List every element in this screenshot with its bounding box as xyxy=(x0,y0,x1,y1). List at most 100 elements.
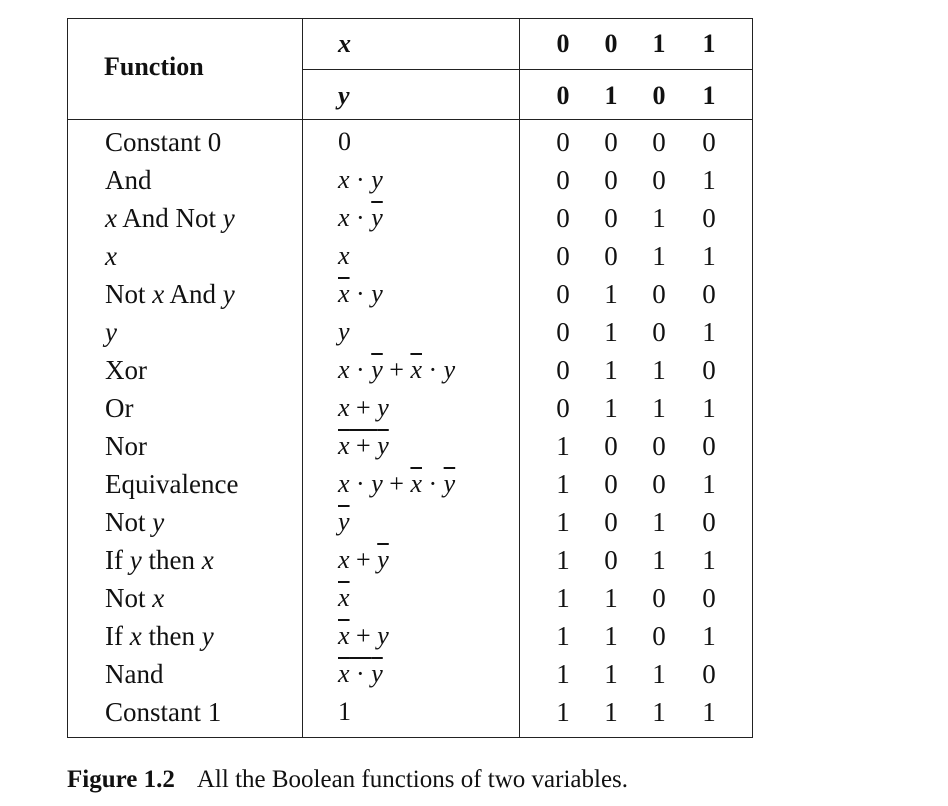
truth-value: 0 xyxy=(652,469,666,499)
truth-value: 1 xyxy=(702,393,716,423)
table-row: Not x And y x · y 0 1 0 0 xyxy=(68,275,754,313)
truth-value: 0 xyxy=(604,203,618,233)
function-formula: x + y xyxy=(338,393,389,422)
truth-value: 1 xyxy=(556,545,570,575)
function-header: Function xyxy=(104,52,204,81)
column-divider-function xyxy=(302,19,303,737)
table-row: And x · y 0 0 0 1 xyxy=(68,161,754,199)
function-name: y xyxy=(105,317,117,347)
table-row: Nor x + y 1 0 0 0 xyxy=(68,427,754,465)
x-value-3: 1 xyxy=(652,29,666,58)
truth-value: 0 xyxy=(604,469,618,499)
truth-value: 1 xyxy=(652,393,666,423)
truth-value: 0 xyxy=(702,583,716,613)
function-formula: y xyxy=(338,507,350,536)
truth-value: 1 xyxy=(604,317,618,347)
truth-value: 0 xyxy=(652,583,666,613)
function-formula: x xyxy=(338,583,350,612)
table-row: Or x + y 0 1 1 1 xyxy=(68,389,754,427)
function-formula: x + y xyxy=(338,621,389,650)
function-formula: x + y xyxy=(338,431,389,460)
function-name: x And Not y xyxy=(105,203,235,233)
function-formula: x xyxy=(338,241,350,270)
y-value-2: 1 xyxy=(604,81,618,110)
truth-value: 1 xyxy=(652,659,666,689)
truth-value: 0 xyxy=(604,241,618,271)
truth-value: 0 xyxy=(652,279,666,309)
table-row: Not y y 1 0 1 0 xyxy=(68,503,754,541)
function-name: Not x And y xyxy=(105,279,235,309)
function-formula: x + y xyxy=(338,545,389,574)
truth-value: 1 xyxy=(604,583,618,613)
truth-value: 0 xyxy=(702,355,716,385)
truth-value: 1 xyxy=(702,241,716,271)
truth-value: 0 xyxy=(702,431,716,461)
truth-value: 1 xyxy=(702,621,716,651)
truth-value: 1 xyxy=(556,431,570,461)
table-row: x And Not y x · y 0 0 1 0 xyxy=(68,199,754,237)
truth-value: 1 xyxy=(604,355,618,385)
truth-value: 0 xyxy=(652,431,666,461)
truth-value: 0 xyxy=(702,203,716,233)
table-row: Equivalence x · y + x · y 1 0 0 1 xyxy=(68,465,754,503)
table-row: Xor x · y + x · y 0 1 1 0 xyxy=(68,351,754,389)
truth-value: 0 xyxy=(556,317,570,347)
truth-value: 1 xyxy=(652,507,666,537)
function-formula: x · y + x · y xyxy=(338,355,456,384)
truth-value: 0 xyxy=(604,127,618,157)
function-name: Constant 1 xyxy=(105,697,222,727)
truth-value: 1 xyxy=(702,317,716,347)
x-value-4: 1 xyxy=(702,29,716,58)
truth-value: 1 xyxy=(556,621,570,651)
truth-value: 0 xyxy=(556,393,570,423)
truth-value: 0 xyxy=(556,127,570,157)
x-value-2: 0 xyxy=(604,29,618,58)
column-divider-formula xyxy=(519,19,520,737)
truth-value: 0 xyxy=(604,431,618,461)
truth-value: 0 xyxy=(702,279,716,309)
truth-value: 0 xyxy=(604,507,618,537)
truth-value: 1 xyxy=(702,469,716,499)
function-name: Nor xyxy=(105,431,147,461)
function-formula: 1 xyxy=(338,697,351,726)
truth-value: 0 xyxy=(702,659,716,689)
table-row: Constant 0 0 0 0 0 0 xyxy=(68,123,754,161)
figure-label: Figure 1.2 xyxy=(67,766,175,793)
truth-value: 1 xyxy=(652,241,666,271)
truth-value: 0 xyxy=(556,241,570,271)
figure-caption-text: All the Boolean functions of two variabl… xyxy=(196,766,629,793)
function-name: Nand xyxy=(105,659,164,689)
truth-value: 0 xyxy=(556,165,570,195)
truth-value: 1 xyxy=(604,279,618,309)
function-name: If y then x xyxy=(105,545,214,575)
x-value-1: 0 xyxy=(556,29,570,58)
truth-value: 1 xyxy=(702,545,716,575)
table-row: Nand x · y 1 1 1 0 xyxy=(68,655,754,693)
truth-value: 0 xyxy=(556,279,570,309)
function-name: Xor xyxy=(105,355,147,385)
truth-value: 0 xyxy=(556,355,570,385)
table-row: If y then x x + y 1 0 1 1 xyxy=(68,541,754,579)
header-bottom-rule xyxy=(68,119,752,120)
table-row: x x 0 0 1 1 xyxy=(68,237,754,275)
function-name: And xyxy=(105,165,152,195)
truth-value: 0 xyxy=(702,127,716,157)
truth-value: 1 xyxy=(556,469,570,499)
function-formula: 0 xyxy=(338,127,351,156)
figure-caption: Figure 1.2 All the Boolean functions of t… xyxy=(67,765,628,795)
function-formula: x · y + x · y xyxy=(338,469,456,498)
x-header: x xyxy=(338,29,351,58)
function-formula: y xyxy=(338,317,350,346)
truth-value: 1 xyxy=(702,165,716,195)
table-row: Constant 1 1 1 1 1 1 xyxy=(68,693,754,731)
function-name: Not y xyxy=(105,507,165,537)
function-formula: x · y xyxy=(338,203,383,232)
truth-value: 0 xyxy=(702,507,716,537)
function-name: If x then y xyxy=(105,621,214,651)
function-name: Or xyxy=(105,393,134,423)
y-header: y xyxy=(338,81,350,110)
truth-value: 0 xyxy=(604,165,618,195)
function-name: Constant 0 xyxy=(105,127,222,157)
function-formula: x · y xyxy=(338,165,383,194)
truth-value: 1 xyxy=(556,583,570,613)
